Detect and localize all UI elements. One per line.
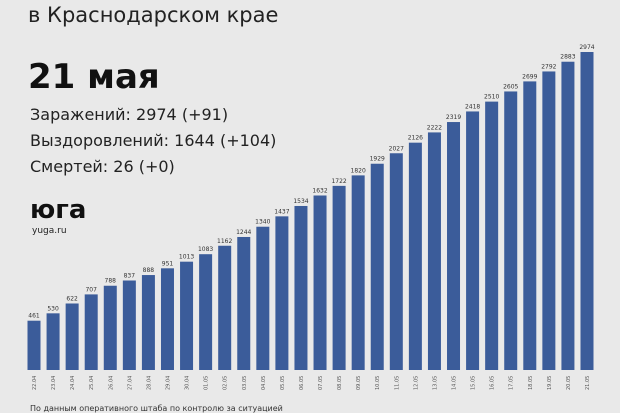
value-label: 1722 (331, 178, 346, 185)
x-tick-label: 24.04 (70, 376, 76, 390)
bar (504, 91, 518, 371)
value-label: 2222 (427, 124, 442, 131)
site: yuga.ru (32, 226, 67, 236)
x-tick-label: 29.04 (165, 376, 171, 390)
x-tick-label: 11.05 (394, 376, 400, 390)
bar (46, 313, 60, 370)
bar (332, 185, 346, 370)
value-label: 707 (85, 286, 97, 293)
bar (141, 275, 155, 370)
x-tick-label: 19.05 (547, 376, 553, 390)
value-label: 1244 (236, 229, 251, 236)
x-tick-label: 01.05 (204, 376, 210, 390)
bar (389, 153, 403, 370)
bar (408, 142, 422, 370)
x-tick-label: 05.05 (280, 376, 286, 390)
x-tick-label: 12.05 (413, 376, 419, 390)
bar (370, 163, 384, 370)
x-tick-label: 18.05 (528, 376, 534, 390)
x-tick-label: 17.05 (509, 376, 515, 390)
value-label: 1437 (274, 208, 289, 215)
bar (65, 303, 79, 370)
logo: юга (30, 195, 86, 225)
value-label: 788 (105, 278, 117, 285)
stat: Смертей: 26 (+0) (30, 157, 175, 176)
value-label: 622 (66, 295, 78, 302)
bar (294, 205, 308, 370)
value-label: 2027 (389, 145, 404, 152)
x-tick-label: 14.05 (452, 376, 458, 390)
bar (27, 320, 41, 370)
bar (542, 71, 556, 370)
bar (275, 216, 289, 370)
bar (160, 268, 174, 370)
x-tick-label: 04.05 (261, 376, 267, 390)
bar (561, 61, 575, 371)
x-tick-label: 22.04 (32, 376, 38, 390)
value-label: 1083 (198, 246, 213, 253)
value-label: 1013 (179, 254, 194, 261)
value-label: 1820 (351, 167, 366, 174)
value-label: 2792 (541, 63, 556, 70)
value-label: 1632 (312, 187, 327, 194)
bar (580, 52, 594, 370)
value-label: 2319 (446, 114, 461, 121)
x-tick-label: 27.04 (127, 376, 133, 390)
value-label: 1162 (217, 238, 232, 245)
bar (351, 175, 365, 370)
x-tick-label: 25.04 (89, 376, 95, 390)
value-label: 2974 (579, 44, 594, 51)
value-label: 2605 (503, 83, 518, 90)
x-tick-label: 16.05 (490, 376, 496, 390)
bar (218, 245, 232, 370)
bar (84, 294, 98, 370)
bar (180, 261, 194, 370)
bar (256, 226, 270, 370)
x-tick-label: 09.05 (356, 376, 362, 390)
x-tick-label: 20.05 (566, 376, 572, 390)
value-label: 2510 (484, 94, 499, 101)
value-label: 1534 (293, 198, 308, 205)
bar (237, 236, 251, 370)
x-tick-label: 08.05 (337, 376, 343, 390)
bar (122, 280, 136, 370)
x-tick-label: 10.05 (375, 376, 381, 390)
x-tick-label: 21.05 (585, 376, 591, 390)
value-label: 2418 (465, 103, 480, 110)
bar (199, 254, 213, 370)
x-tick-label: 30.04 (185, 376, 191, 390)
value-label: 1929 (370, 156, 385, 163)
title: в Краснодарском крае (28, 3, 278, 27)
x-tick-label: 28.04 (146, 376, 152, 390)
x-tick-label: 15.05 (471, 376, 477, 390)
value-label: 2883 (560, 54, 575, 61)
stat: Выздоровлений: 1644 (+104) (30, 131, 276, 150)
bar (427, 132, 441, 370)
x-tick-label: 07.05 (318, 376, 324, 390)
stat: Заражений: 2974 (+91) (30, 105, 228, 124)
value-label: 2699 (522, 73, 537, 80)
footer: По данным оперативного штаба по контролю… (30, 404, 283, 413)
value-label: 837 (124, 273, 136, 280)
x-tick-label: 23.04 (51, 376, 57, 390)
date: 21 мая (28, 57, 160, 97)
value-label: 888 (143, 267, 155, 274)
bar (466, 111, 480, 371)
x-tick-label: 03.05 (242, 376, 248, 390)
bar (485, 101, 499, 371)
value-label: 1340 (255, 219, 270, 226)
x-tick-label: 06.05 (299, 376, 305, 390)
x-tick-label: 13.05 (432, 376, 438, 390)
bar (447, 122, 461, 370)
bar (313, 195, 327, 370)
bar (523, 81, 537, 370)
value-label: 530 (47, 305, 59, 312)
value-label: 951 (162, 260, 174, 267)
value-label: 2126 (408, 135, 423, 142)
x-tick-label: 02.05 (223, 376, 229, 390)
bar (103, 285, 117, 370)
value-label: 461 (28, 313, 40, 320)
x-tick-label: 26.04 (108, 376, 114, 390)
